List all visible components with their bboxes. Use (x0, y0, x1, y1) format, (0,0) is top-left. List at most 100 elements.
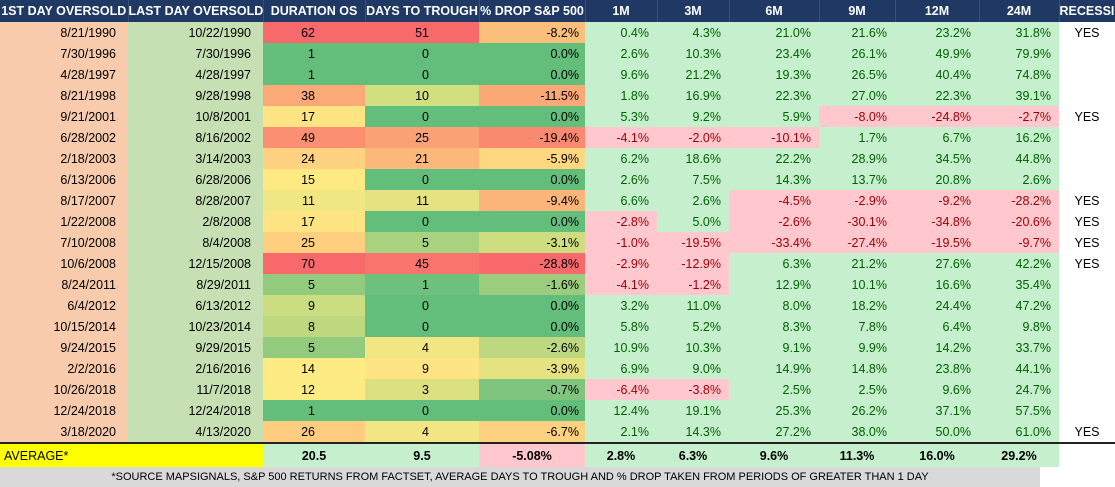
return-24m-cell: 47.2% (979, 295, 1059, 316)
last-day-cell: 9/28/1998 (128, 85, 263, 106)
return-9m-cell: 7.8% (819, 316, 895, 337)
return-3m-cell: 5.2% (657, 316, 729, 337)
recession-cell (1059, 148, 1115, 169)
return-1m-cell: 12.4% (585, 400, 657, 421)
header-drop: % DROP S&P 500 (479, 0, 586, 22)
drop-cell: 0.0% (479, 295, 585, 316)
days-to-trough-cell: 25 (365, 127, 479, 148)
last-day-cell: 10/8/2001 (128, 106, 263, 127)
table-row: 10/26/2018 11/7/2018 12 3 -0.7% -6.4% -3.8% 2.5… (0, 379, 1115, 400)
days-to-trough-cell: 45 (365, 253, 479, 274)
header-last-day: LAST DAY OVERSOLD (128, 0, 264, 22)
last-day-cell: 2/8/2008 (128, 211, 263, 232)
return-1m-cell: 5.3% (585, 106, 657, 127)
return-1m-cell: 6.6% (585, 190, 657, 211)
return-9m-cell: 38.0% (819, 421, 895, 443)
duration-cell: 9 (263, 295, 365, 316)
drop-cell: 0.0% (479, 64, 585, 85)
days-to-trough-cell: 0 (365, 211, 479, 232)
table-row: 3/18/2020 4/13/2020 26 4 -6.7% 2.1% 14.3% 27.2%… (0, 421, 1115, 443)
days-to-trough-cell: 0 (365, 64, 479, 85)
duration-cell: 8 (263, 316, 365, 337)
duration-cell: 15 (263, 169, 365, 190)
recession-cell (1059, 316, 1115, 337)
return-24m-cell: 24.7% (979, 379, 1059, 400)
table-row: 4/28/1997 4/28/1997 1 0 0.0% 9.6% 21.2% 19.3% 26… (0, 64, 1115, 85)
first-day-cell: 8/24/2011 (0, 274, 128, 295)
table-row: 8/17/2007 8/28/2007 11 11 -9.4% 6.6% 2.6% -4.5%… (0, 190, 1115, 211)
average-1m: 2.8% (585, 442, 657, 467)
duration-cell: 11 (263, 190, 365, 211)
return-3m-cell: -19.5% (657, 232, 729, 253)
days-to-trough-cell: 21 (365, 148, 479, 169)
return-24m-cell: 57.5% (979, 400, 1059, 421)
return-6m-cell: 9.1% (729, 337, 819, 358)
return-24m-cell: -20.6% (979, 211, 1059, 232)
header-6m: 6M (729, 0, 820, 22)
last-day-cell: 6/13/2012 (128, 295, 263, 316)
duration-cell: 49 (263, 127, 365, 148)
days-to-trough-cell: 5 (365, 232, 479, 253)
return-1m-cell: 0.4% (585, 22, 657, 43)
return-24m-cell: 79.9% (979, 43, 1059, 64)
recession-cell: YES (1059, 253, 1115, 274)
first-day-cell: 7/30/1996 (0, 43, 128, 64)
return-3m-cell: 16.9% (657, 85, 729, 106)
first-day-cell: 6/4/2012 (0, 295, 128, 316)
average-9m: 11.3% (819, 442, 895, 467)
days-to-trough-cell: 0 (365, 106, 479, 127)
last-day-cell: 8/28/2007 (128, 190, 263, 211)
return-6m-cell: 8.3% (729, 316, 819, 337)
first-day-cell: 6/13/2006 (0, 169, 128, 190)
table-body: 8/21/1990 10/22/1990 62 51 -8.2% 0.4% 4.3% 21.0… (0, 22, 1115, 443)
days-to-trough-cell: 9 (365, 358, 479, 379)
first-day-cell: 8/21/1990 (0, 22, 128, 43)
days-to-trough-cell: 51 (365, 22, 479, 43)
return-24m-cell: 44.1% (979, 358, 1059, 379)
average-duration: 20.5 (263, 442, 365, 467)
days-to-trough-cell: 3 (365, 379, 479, 400)
recession-cell: YES (1059, 211, 1115, 232)
recession-cell (1059, 127, 1115, 148)
table-row: 1/22/2008 2/8/2008 17 0 0.0% -2.8% 5.0% -2.6% -3… (0, 211, 1115, 232)
recession-cell (1059, 85, 1115, 106)
return-1m-cell: 2.1% (585, 421, 657, 443)
return-1m-cell: 3.2% (585, 295, 657, 316)
last-day-cell: 7/30/1996 (128, 43, 263, 64)
return-24m-cell: 61.0% (979, 421, 1059, 443)
drop-cell: 0.0% (479, 211, 585, 232)
days-to-trough-cell: 0 (365, 169, 479, 190)
return-3m-cell: -1.2% (657, 274, 729, 295)
table-row: 2/2/2016 2/16/2016 14 9 -3.9% 6.9% 9.0% 14.9% 14… (0, 358, 1115, 379)
recession-cell (1059, 64, 1115, 85)
header-days-to-trough: DAYS TO TROUGH (365, 0, 480, 22)
header-24m: 24M (979, 0, 1060, 22)
recession-cell (1059, 43, 1115, 64)
recession-cell: YES (1059, 22, 1115, 43)
drop-cell: -6.7% (479, 421, 585, 443)
last-day-cell: 2/16/2016 (128, 358, 263, 379)
days-to-trough-cell: 4 (365, 337, 479, 358)
return-24m-cell: 16.2% (979, 127, 1059, 148)
table-row: 12/24/2018 12/24/2018 1 0 0.0% 12.4% 19.1% 25.3… (0, 400, 1115, 421)
return-9m-cell: 21.6% (819, 22, 895, 43)
return-1m-cell: -6.4% (585, 379, 657, 400)
average-label: AVERAGE* (0, 442, 263, 467)
return-1m-cell: 2.6% (585, 43, 657, 64)
return-6m-cell: 2.5% (729, 379, 819, 400)
days-to-trough-cell: 1 (365, 274, 479, 295)
return-1m-cell: 5.8% (585, 316, 657, 337)
return-12m-cell: -9.2% (895, 190, 979, 211)
recession-cell (1059, 337, 1115, 358)
return-9m-cell: 10.1% (819, 274, 895, 295)
return-12m-cell: 9.6% (895, 379, 979, 400)
first-day-cell: 10/15/2014 (0, 316, 128, 337)
return-9m-cell: 13.7% (819, 169, 895, 190)
first-day-cell: 10/26/2018 (0, 379, 128, 400)
recession-cell (1059, 358, 1115, 379)
first-day-cell: 7/10/2008 (0, 232, 128, 253)
return-3m-cell: 11.0% (657, 295, 729, 316)
drop-cell: -11.5% (479, 85, 585, 106)
drop-cell: -0.7% (479, 379, 585, 400)
drop-cell: -3.9% (479, 358, 585, 379)
